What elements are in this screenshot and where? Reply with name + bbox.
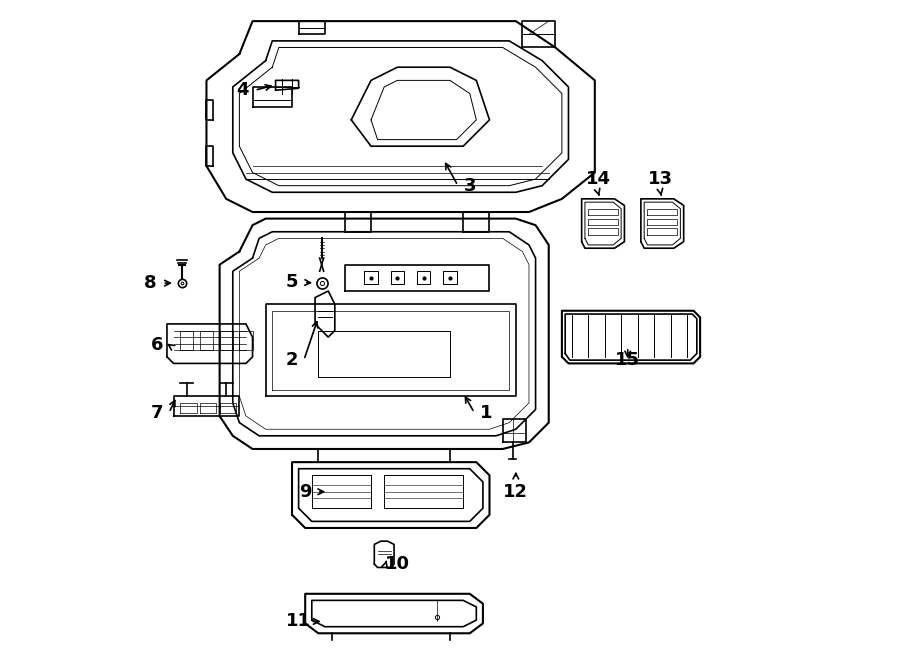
Text: 5: 5 bbox=[286, 274, 298, 292]
Text: 11: 11 bbox=[286, 613, 311, 631]
Text: 7: 7 bbox=[151, 404, 163, 422]
Text: 13: 13 bbox=[648, 170, 673, 188]
Text: 6: 6 bbox=[151, 336, 163, 354]
Text: 8: 8 bbox=[144, 274, 157, 292]
Text: 1: 1 bbox=[480, 404, 492, 422]
Text: 3: 3 bbox=[464, 176, 476, 195]
Text: 4: 4 bbox=[237, 81, 249, 99]
Text: 10: 10 bbox=[385, 555, 410, 573]
Text: 9: 9 bbox=[299, 483, 311, 501]
Text: 12: 12 bbox=[503, 483, 528, 501]
Text: 15: 15 bbox=[616, 351, 640, 369]
Text: 14: 14 bbox=[586, 170, 610, 188]
Text: 2: 2 bbox=[286, 351, 298, 369]
